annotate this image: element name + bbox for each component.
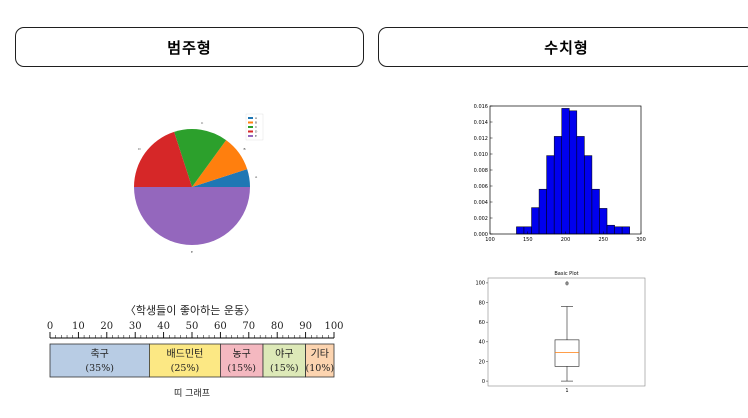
- histogram-y-tick-label: 0.002: [474, 216, 488, 222]
- histogram-bar: [584, 155, 593, 235]
- band-segment: [305, 343, 335, 378]
- band-scale-label: 20: [100, 321, 113, 332]
- pie-slice-label: D: [138, 147, 141, 151]
- histogram-y-tick-label: 0.006: [474, 184, 488, 190]
- histogram-y-tick-label: 0.016: [474, 104, 488, 110]
- histogram-y-tick-label: 0.012: [474, 136, 488, 142]
- band-scale-label: 90: [299, 321, 312, 332]
- box-y-tick-label: 0: [482, 379, 485, 385]
- band-graph-caption: 띠 그래프: [174, 388, 210, 399]
- histogram-y-tick-label: 0.010: [474, 152, 488, 158]
- band-scale-label: 60: [214, 321, 227, 332]
- pie-slice-label: E: [191, 250, 193, 254]
- tab-numerical-label: 수치형: [544, 38, 589, 57]
- histogram-y-tick-label: 0.000: [474, 232, 488, 238]
- histogram-bar: [614, 226, 623, 235]
- histogram-y-tick-label: 0.004: [474, 200, 488, 206]
- legend-swatch: [248, 117, 253, 119]
- band-segment-label: 기타: [311, 348, 329, 360]
- box-y-tick-label: 100: [475, 281, 485, 287]
- histogram-bar: [538, 188, 547, 235]
- histogram-y-tick-label: 0.008: [474, 168, 488, 174]
- pie-slice-a: [192, 169, 250, 187]
- band-segment-percent: (10%): [306, 363, 335, 374]
- box-plot-chart: Basic Plot 0 20 40 60 80 100 1: [475, 271, 646, 394]
- box-y-tick-label: 40: [479, 340, 485, 346]
- band-graph: 〈학생들이 좋아하는 운동〉 0 10 20 30 40 50 60 70 80 90 100 축구…: [47, 303, 344, 399]
- box-outlier: [565, 282, 569, 286]
- band-segment-label: 야구: [275, 348, 293, 360]
- band-scale-label: 50: [186, 321, 199, 332]
- band-scale-label: 70: [242, 321, 255, 332]
- band-scale-label: 40: [157, 321, 170, 332]
- histogram-bar: [531, 207, 540, 235]
- legend-swatch: [248, 126, 253, 128]
- histogram-bar: [546, 155, 555, 235]
- box-iqr: [554, 339, 580, 367]
- box-y-tick-label: 80: [479, 300, 485, 306]
- histogram-y-tick-label: 0.014: [474, 120, 488, 126]
- legend-label: C: [255, 125, 257, 129]
- pie-slice-e: [134, 187, 250, 245]
- band-graph-title: 〈학생들이 좋아하는 운동〉: [125, 303, 255, 317]
- band-segment: [149, 343, 221, 378]
- histogram-bar: [516, 226, 525, 235]
- histogram-bar: [561, 108, 570, 235]
- histogram-bar: [591, 188, 600, 235]
- band-scale-label: 100: [324, 321, 343, 332]
- band-segment-label: 배드민턴: [166, 348, 203, 360]
- band-segment-percent: (15%): [227, 363, 256, 374]
- histogram-bar: [621, 226, 630, 235]
- pie-slice-label: B: [244, 147, 246, 151]
- histogram-x-tick-label: 150: [523, 237, 533, 243]
- histogram-bar: [606, 224, 615, 235]
- box-plot-title: Basic Plot: [554, 271, 578, 277]
- legend-swatch: [248, 135, 253, 137]
- pie-slice-d: [134, 131, 192, 187]
- band-segment-percent: (35%): [85, 363, 114, 374]
- band-segment-label: 농구: [232, 348, 250, 360]
- pie-slice-b: [192, 140, 248, 187]
- band-segment-percent: (25%): [171, 363, 200, 374]
- band-segment-label: 축구: [90, 348, 108, 360]
- tab-categorical-label: 범주형: [167, 38, 212, 57]
- histogram-x-tick-label: 100: [485, 237, 495, 243]
- box-outlier: [565, 281, 569, 285]
- legend-swatch: [248, 121, 253, 124]
- histogram-x-tick-label: 200: [561, 237, 571, 243]
- pie-slice-c: [174, 129, 227, 187]
- legend-label: A: [255, 116, 258, 120]
- histogram-bar: [576, 136, 585, 235]
- histogram-x-tick-label: 250: [598, 237, 608, 243]
- band-scale-label: 10: [72, 321, 85, 332]
- box-plot-frame: [487, 277, 646, 387]
- band-scale-label: 30: [129, 321, 142, 332]
- histogram-bar: [599, 208, 608, 235]
- pie-slice-label: A: [255, 175, 258, 179]
- histogram-chart: 0.000 0.002 0.004 0.006 0.008 0.010 0.012 0.014…: [474, 104, 646, 243]
- legend-label: D: [255, 130, 258, 134]
- legend-label: E: [255, 134, 257, 138]
- histogram-x-tick-label: 300: [636, 237, 646, 243]
- band-scale-label: 0: [47, 321, 53, 332]
- legend-box: [245, 113, 264, 141]
- histogram-bar: [553, 136, 562, 235]
- band-segment: [262, 343, 306, 378]
- box-y-tick-label: 60: [479, 320, 485, 326]
- histogram-bar: [569, 110, 578, 235]
- box-y-tick-label: 20: [479, 359, 485, 365]
- band-scale-label: 80: [271, 321, 284, 332]
- tab-numerical[interactable]: 수치형: [378, 27, 748, 67]
- tab-categorical[interactable]: 범주형: [15, 27, 364, 67]
- band-segment-percent: (15%): [270, 363, 299, 374]
- band-segment: [219, 343, 264, 378]
- box-plot-category-label: 1: [565, 388, 568, 394]
- pie-slice-label: C: [201, 121, 203, 125]
- legend-label: B: [255, 121, 257, 125]
- legend-swatch: [248, 130, 253, 133]
